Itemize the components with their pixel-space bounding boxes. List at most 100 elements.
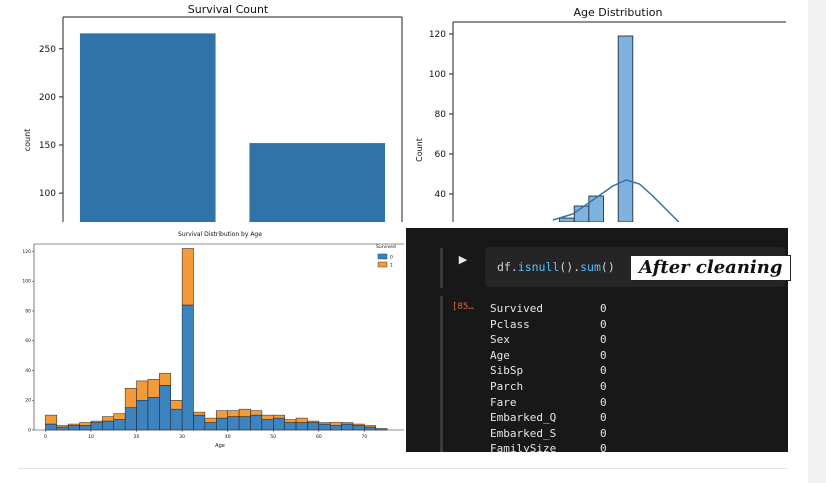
output-null-count: 0 [600, 442, 607, 456]
y-tick-label: 120 [22, 249, 31, 255]
bar-bin-14-survived-0 [204, 422, 217, 431]
y-tick-label: 250 [39, 45, 56, 55]
output-null-count: 0 [600, 364, 607, 378]
code-token: (). [559, 260, 581, 274]
y-tick-label: 150 [39, 141, 56, 151]
bar-bin-28-survived-0 [364, 426, 377, 431]
output-column-name: Age [490, 348, 510, 362]
bar-bin-17-survived-0 [238, 416, 251, 431]
bar-bin-8-survived-1 [136, 380, 149, 401]
bar-bin-22-survived-0 [295, 422, 308, 431]
y-tick-label: 80 [25, 308, 31, 314]
bar-bin-18-survived-0 [250, 414, 263, 431]
output-gutter-bar [440, 296, 443, 452]
output-null-count: 0 [600, 333, 607, 347]
y-tick-label: 80 [435, 110, 447, 120]
bar-bin-5-survived-1 [102, 416, 115, 422]
bar-bin-23-survived-1 [307, 420, 320, 423]
legend-title: Survived [376, 244, 396, 250]
bar-bin-21-survived-1 [284, 419, 297, 423]
after-cleaning-annotation: After cleaning [630, 255, 792, 281]
output-column-name: Pclass [490, 317, 530, 331]
bar-bin-6-survived-0 [113, 419, 126, 431]
legend-swatch-0 [377, 253, 388, 260]
y-tick-label: 40 [435, 190, 447, 200]
x-tick-label: 30 [179, 434, 185, 440]
bar-bin-9-survived-0 [147, 397, 160, 431]
code-token: () [600, 260, 615, 274]
run-cell-button[interactable]: ▶ [458, 253, 468, 266]
code-token: isnull [517, 260, 560, 274]
bar-bin-3-survived-0 [79, 425, 92, 431]
x-tick-label: 50 [270, 434, 276, 440]
code-token: sum [580, 260, 601, 274]
code-line[interactable]: df.isnull().sum() [497, 260, 615, 274]
bar-bin-1-survived-1 [56, 425, 69, 428]
x-tick-label: 40 [225, 434, 231, 440]
bar-bin-3-survived-1 [79, 422, 92, 426]
output-column-name: Embarked_S [490, 426, 557, 440]
bar-bin-29-survived-0 [375, 428, 388, 431]
age-distribution-panel: Age Distribution Count 40 60 80 100 120 [408, 0, 788, 222]
bar-bin-19-survived-0 [261, 419, 274, 431]
bar-bin-19-survived-1 [261, 414, 274, 420]
execution-count: [85… [452, 302, 474, 312]
divider [18, 468, 788, 469]
bar-bin-13-survived-0 [193, 414, 206, 431]
bar-bin-9-survived-1 [147, 379, 160, 398]
bar-0 [79, 33, 216, 222]
bar-bin-16-survived-1 [227, 410, 240, 417]
bar-bin-23-survived-0 [307, 422, 320, 431]
bar-bin-6-survived-1 [113, 413, 126, 420]
code-token: df. [497, 260, 518, 274]
bar-bin-0-survived-0 [45, 423, 58, 431]
output-column-name: Embarked_Q [490, 411, 557, 425]
hist-bin-2 [588, 195, 604, 222]
bar-bin-7-survived-1 [124, 388, 137, 408]
bar-bin-24-survived-0 [318, 423, 331, 431]
legend-swatch-1 [377, 261, 388, 268]
legend: Survived 0 1 [376, 244, 396, 269]
output-null-count: 0 [600, 380, 607, 393]
kde-curve [552, 179, 680, 222]
y-tick-label: 200 [39, 93, 56, 103]
output-column-name: FamilySize [490, 442, 557, 456]
output-column-name: Survived [490, 302, 543, 315]
output-column-name: Parch [490, 380, 524, 393]
bar-bin-10-survived-1 [159, 373, 171, 386]
bar-bin-24-survived-1 [318, 422, 331, 425]
bar-bin-15-survived-1 [216, 410, 228, 419]
survival-by-age-panel: Survival Distribution by Age Age 0 20 40 60… [18, 226, 404, 452]
survival-count-chart: Survival Count count 100 150 200 250 [23, 3, 403, 222]
legend-label-0: 0 [390, 255, 393, 261]
bar-bin-4-survived-1 [90, 420, 103, 423]
legend-label-1: 1 [390, 263, 393, 269]
survival-count-panel: Survival Count count 100 150 200 250 [18, 0, 406, 222]
y-tick-label: 60 [25, 338, 31, 344]
survival-by-age-chart: Survival Distribution by Age Age 0 20 40 60… [22, 231, 404, 449]
y-tick-label: 0 [28, 428, 31, 434]
bar-bin-16-survived-0 [227, 416, 240, 431]
y-tick-label: 100 [39, 189, 56, 199]
bar-bin-27-survived-0 [352, 425, 365, 431]
bar-bin-11-survived-0 [170, 408, 183, 431]
chart-title: Survival Distribution by Age [178, 231, 262, 238]
bar-bin-8-survived-0 [136, 399, 149, 431]
bar-bin-26-survived-0 [341, 423, 354, 431]
x-tick-label: 60 [316, 434, 322, 440]
page-scrollbar[interactable] [808, 0, 826, 483]
cell-gutter-bar [440, 248, 443, 288]
output-null-count: 0 [600, 411, 607, 425]
bar-bin-12-survived-1 [181, 248, 194, 306]
output-column-name: Sex [490, 333, 510, 347]
output-null-count: 0 [600, 302, 607, 315]
bar-bin-26-survived-1 [341, 422, 354, 425]
y-axis-label: count [23, 129, 32, 152]
bar-bin-7-survived-0 [124, 407, 137, 431]
y-tick-label: 40 [25, 368, 31, 374]
bar-bin-10-survived-0 [159, 385, 171, 431]
x-tick-label: 0 [44, 434, 47, 440]
bar-bin-28-survived-1 [364, 425, 377, 428]
output-null-count: 0 [600, 317, 607, 331]
x-tick-label: 70 [362, 434, 368, 440]
